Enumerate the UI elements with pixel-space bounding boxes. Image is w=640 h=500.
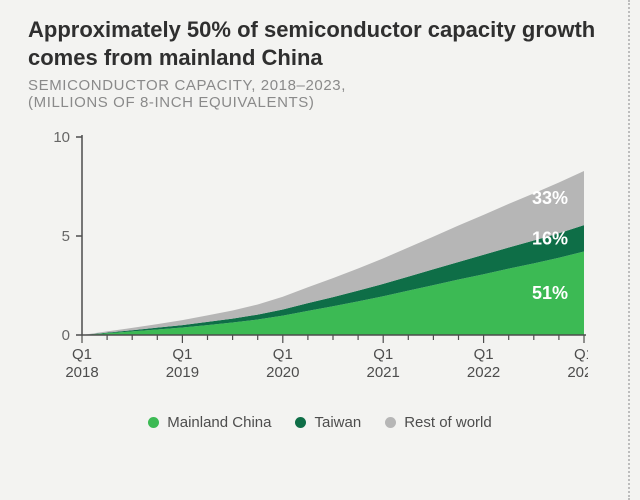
legend-swatch: [148, 417, 159, 428]
legend: Mainland China Taiwan Rest of world: [28, 414, 612, 432]
xtick-year: 2018: [65, 364, 98, 381]
xtick-q: Q1: [172, 346, 192, 363]
chart-subtitle-line1: SEMICONDUCTOR CAPACITY, 2018–2023,: [28, 77, 612, 94]
legend-swatch: [295, 417, 306, 428]
xtick-year: 2019: [166, 364, 199, 381]
content-area: Approximately 50% of semiconductor capac…: [28, 16, 612, 490]
xtick-year: 2020: [266, 364, 299, 381]
legend-label: Mainland China: [167, 414, 271, 431]
xtick-year: 2023: [567, 364, 588, 381]
legend-swatch: [385, 417, 396, 428]
end-label: 16%: [532, 228, 568, 248]
ytick-label: 5: [62, 228, 70, 245]
xtick-q: Q1: [72, 346, 92, 363]
right-dotted-border: [628, 0, 630, 500]
xtick-q: Q1: [474, 346, 494, 363]
xtick-year: 2022: [467, 364, 500, 381]
end-label: 33%: [532, 188, 568, 208]
legend-item: Mainland China: [148, 414, 271, 431]
area-chart: 0510Q12018Q12019Q12020Q12021Q12022Q12023…: [28, 125, 588, 405]
ytick-label: 10: [53, 129, 70, 146]
chart-subtitle-line2: (MILLIONS OF 8-INCH EQUIVALENTS): [28, 94, 612, 111]
xtick-year: 2021: [367, 364, 400, 381]
chart-container: 0510Q12018Q12019Q12020Q12021Q12022Q12023…: [28, 125, 612, 410]
end-label: 51%: [532, 283, 568, 303]
legend-item: Rest of world: [385, 414, 492, 431]
ytick-label: 0: [62, 327, 70, 344]
legend-label: Taiwan: [314, 414, 361, 431]
legend-label: Rest of world: [404, 414, 492, 431]
xtick-q: Q1: [574, 346, 588, 363]
xtick-q: Q1: [273, 346, 293, 363]
legend-item: Taiwan: [295, 414, 361, 431]
chart-card: { "title": "Approximately 50% of semicon…: [0, 0, 640, 500]
xtick-q: Q1: [373, 346, 393, 363]
chart-title: Approximately 50% of semiconductor capac…: [28, 16, 612, 71]
